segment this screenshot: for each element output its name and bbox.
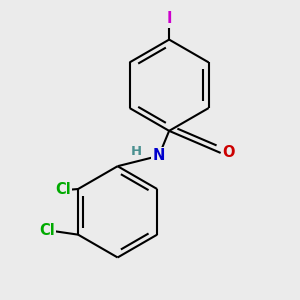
Text: H: H: [130, 145, 141, 158]
Text: I: I: [167, 11, 172, 26]
Text: Cl: Cl: [39, 224, 55, 238]
Text: O: O: [222, 146, 234, 160]
Text: N: N: [153, 148, 165, 164]
Text: Cl: Cl: [55, 182, 71, 197]
